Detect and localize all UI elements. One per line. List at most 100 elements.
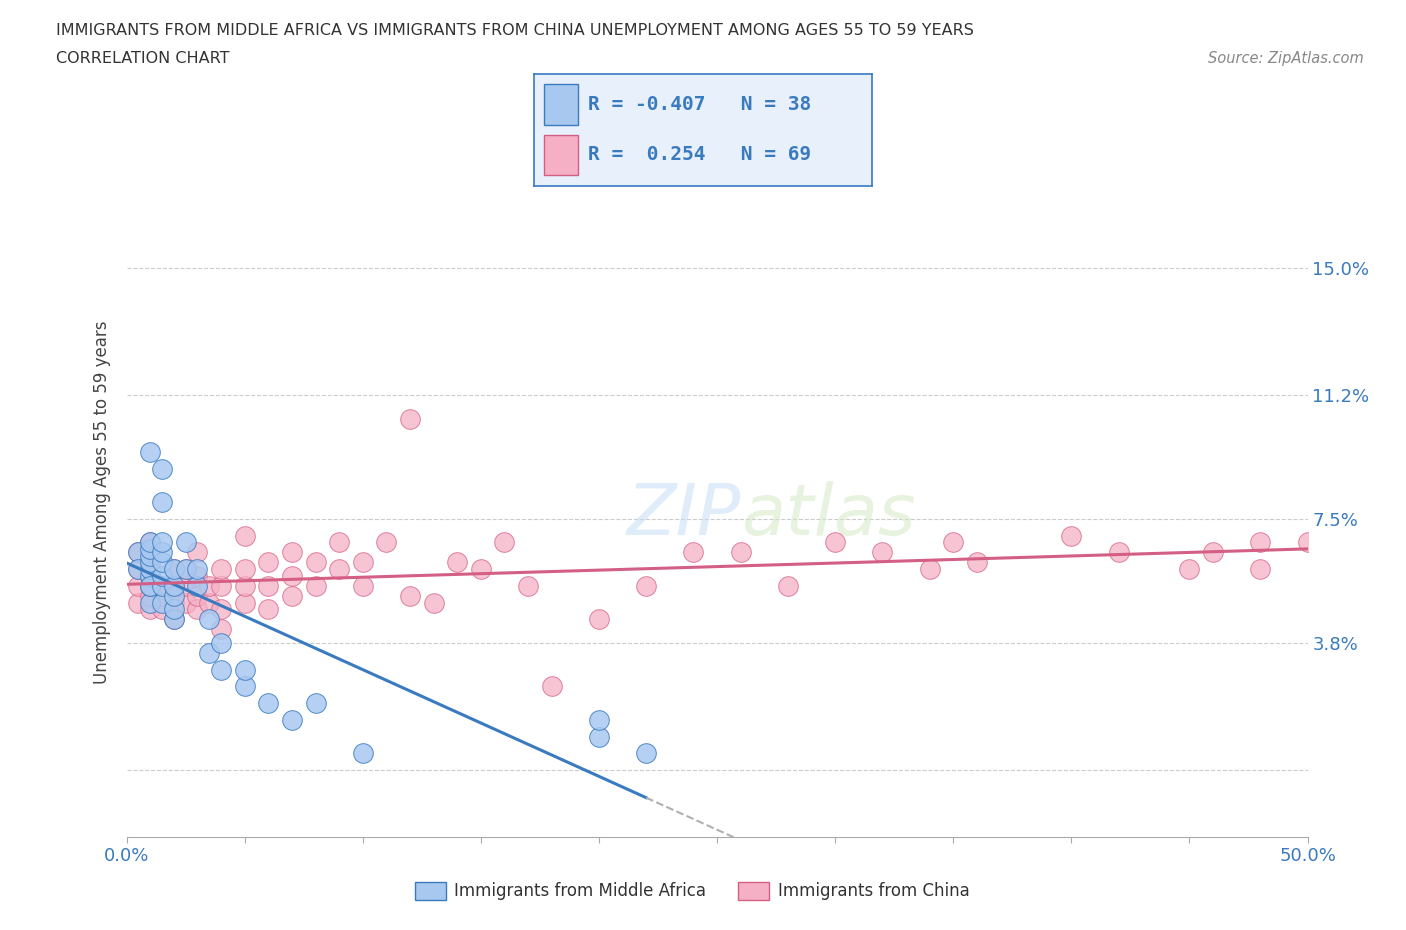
Point <box>304 555 326 570</box>
Point <box>163 578 186 593</box>
Point <box>150 595 173 610</box>
Point <box>139 555 162 570</box>
Point <box>163 612 186 627</box>
Text: R =  0.254   N = 69: R = 0.254 N = 69 <box>588 145 811 165</box>
Text: R = -0.407   N = 38: R = -0.407 N = 38 <box>588 95 811 114</box>
Point <box>233 528 256 543</box>
Point <box>186 589 208 604</box>
Point <box>233 562 256 577</box>
Point <box>494 535 516 550</box>
Point <box>281 712 304 727</box>
Point <box>127 562 149 577</box>
Point <box>209 622 232 637</box>
Point <box>139 562 162 577</box>
Point <box>139 445 162 459</box>
Point <box>281 545 304 560</box>
Point <box>127 595 149 610</box>
Text: Immigrants from Middle Africa: Immigrants from Middle Africa <box>454 882 706 900</box>
Point <box>470 562 492 577</box>
Point <box>1202 545 1225 560</box>
Point <box>163 595 186 610</box>
Point <box>139 589 162 604</box>
Point <box>198 645 221 660</box>
Point <box>824 535 846 550</box>
Text: ZIP: ZIP <box>626 481 741 550</box>
Point <box>127 578 149 593</box>
Point <box>209 602 232 617</box>
Point <box>139 541 162 556</box>
Point <box>966 555 988 570</box>
Point <box>174 535 197 550</box>
Point <box>150 568 173 583</box>
Point <box>1178 562 1201 577</box>
Point <box>163 602 186 617</box>
Point <box>209 562 232 577</box>
Point <box>139 562 162 577</box>
Point <box>1296 535 1319 550</box>
Bar <box>544 85 578 125</box>
Point <box>422 595 444 610</box>
Point <box>352 555 374 570</box>
Y-axis label: Unemployment Among Ages 55 to 59 years: Unemployment Among Ages 55 to 59 years <box>93 321 111 684</box>
Point <box>304 578 326 593</box>
Point <box>163 562 186 577</box>
Point <box>174 562 197 577</box>
Point <box>150 461 173 476</box>
Point <box>257 602 280 617</box>
Point <box>1249 535 1271 550</box>
Point <box>174 562 197 577</box>
Point <box>139 602 162 617</box>
Point <box>872 545 894 560</box>
Point <box>139 535 162 550</box>
Point <box>918 562 941 577</box>
Point <box>446 555 468 570</box>
Point <box>636 578 658 593</box>
Point <box>1060 528 1083 543</box>
Point <box>174 595 197 610</box>
Text: Source: ZipAtlas.com: Source: ZipAtlas.com <box>1208 51 1364 66</box>
Point <box>281 568 304 583</box>
Point <box>588 612 610 627</box>
Point <box>186 602 208 617</box>
Point <box>139 568 162 583</box>
Text: atlas: atlas <box>741 481 915 550</box>
Point <box>209 662 232 677</box>
Point <box>139 568 162 583</box>
Point <box>588 729 610 744</box>
Point <box>127 545 149 560</box>
Point <box>150 545 173 560</box>
Point <box>150 578 173 593</box>
Point <box>776 578 799 593</box>
Point <box>174 578 197 593</box>
Point <box>942 535 965 550</box>
Point <box>209 635 232 650</box>
Point <box>375 535 398 550</box>
Point <box>150 578 173 593</box>
Point <box>127 545 149 560</box>
Point <box>163 562 186 577</box>
Point <box>233 595 256 610</box>
Point <box>198 595 221 610</box>
Point <box>233 679 256 694</box>
Point <box>150 535 173 550</box>
Point <box>198 612 221 627</box>
Point <box>257 696 280 711</box>
Point <box>139 578 162 593</box>
Point <box>139 595 162 610</box>
Point <box>517 578 540 593</box>
Point <box>352 578 374 593</box>
Point <box>163 589 186 604</box>
Point <box>304 696 326 711</box>
Text: IMMIGRANTS FROM MIDDLE AFRICA VS IMMIGRANTS FROM CHINA UNEMPLOYMENT AMONG AGES 5: IMMIGRANTS FROM MIDDLE AFRICA VS IMMIGRA… <box>56 23 974 38</box>
Point <box>163 612 186 627</box>
Point <box>257 578 280 593</box>
Point <box>150 555 173 570</box>
Point <box>186 545 208 560</box>
Point <box>186 568 208 583</box>
Point <box>328 535 350 550</box>
Point <box>1108 545 1130 560</box>
Point <box>399 589 422 604</box>
Point <box>150 495 173 510</box>
Point <box>139 549 162 564</box>
Text: Immigrants from China: Immigrants from China <box>778 882 969 900</box>
